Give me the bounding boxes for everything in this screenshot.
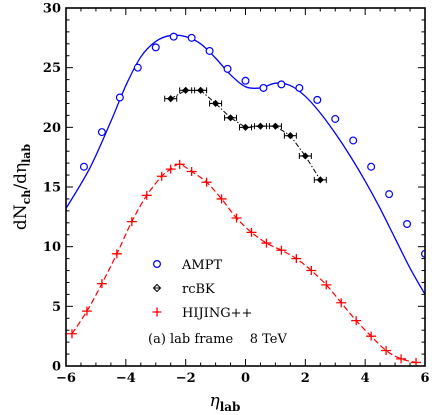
ampt-point	[331, 114, 340, 123]
ampt-point	[115, 93, 124, 102]
ampt-point	[97, 128, 106, 137]
hijing-point	[381, 345, 392, 355]
y-axis-title: dNch/dηlab	[11, 144, 33, 231]
ampt-point	[79, 162, 88, 171]
axes: −6 −4 −2 0 2 4 6 0 5 10 15 20 25 30	[43, 2, 430, 387]
x-tick-label: −6	[56, 371, 76, 386]
rcbk-point	[164, 95, 178, 103]
hijing-point	[96, 279, 107, 289]
y-tick-label: 10	[43, 240, 61, 255]
x-axis-title-sub: lab	[220, 400, 241, 414]
y-axis-title-main: dN	[11, 204, 31, 230]
ampt-point	[259, 83, 268, 92]
hijing-point	[246, 227, 257, 237]
hijing-point	[165, 164, 176, 174]
hijing-point	[306, 266, 317, 276]
y-tick-label: 30	[43, 2, 61, 17]
legend-label-rcbk: rcBK	[182, 282, 215, 297]
hijing-point	[201, 177, 212, 187]
ampt-point	[385, 190, 394, 199]
x-tick-label: −2	[176, 371, 196, 386]
ampt-point	[403, 219, 412, 228]
hijing-point	[351, 316, 362, 326]
hijing-point	[126, 217, 137, 227]
legend: AMPT rcBK HIJING++	[152, 258, 252, 321]
y-axis-title-mid: /dη	[11, 163, 31, 190]
hijing-point	[111, 249, 122, 259]
series-line-ampt	[66, 34, 425, 295]
rcbk-point	[224, 114, 238, 122]
x-tick-label: 4	[361, 371, 370, 386]
x-axis-title-main: η	[210, 391, 221, 411]
annotation: (a) lab frame 8 TeV	[148, 332, 287, 347]
x-axis-title: ηlab	[210, 391, 241, 414]
y-axis-title-sub2: lab	[20, 144, 33, 163]
rcbk-point	[268, 122, 282, 130]
ampt-point	[241, 76, 250, 85]
y-axis-title-sub1: ch	[20, 190, 33, 205]
hijing-point	[81, 306, 92, 316]
ampt-point	[421, 249, 425, 258]
x-tick-label: −4	[116, 371, 136, 386]
ampt-point	[223, 64, 232, 73]
ampt-point	[295, 83, 304, 92]
y-tick-label: 25	[43, 61, 61, 76]
hijing-point	[66, 329, 77, 339]
y-tick-label: 0	[52, 360, 61, 375]
ampt-point	[133, 63, 142, 72]
x-tick-label: 0	[241, 371, 250, 386]
y-tick-label: 20	[43, 121, 61, 136]
legend-label-hijing: HIJING++	[182, 306, 252, 321]
legend-marker-hijing	[152, 307, 162, 317]
y-tick-label: 5	[52, 300, 61, 315]
y-tick-label: 15	[43, 181, 61, 196]
rcbk-point	[283, 132, 297, 140]
hijing-point	[336, 298, 347, 308]
x-tick-label: 2	[301, 371, 310, 386]
ampt-point	[151, 43, 160, 52]
hijing-point	[261, 238, 272, 248]
rcbk-point	[194, 86, 208, 94]
hijing-point	[276, 245, 287, 255]
legend-label-ampt: AMPT	[181, 258, 222, 273]
hijing-point	[216, 194, 227, 204]
rcbk-point	[239, 123, 252, 131]
hijing-point	[396, 354, 407, 364]
ampt-point	[169, 32, 178, 41]
ampt-point	[205, 46, 214, 55]
plot-area	[66, 32, 425, 366]
y-axis-ticks: 0 5 10 15 20 25 30	[43, 2, 425, 375]
legend-marker-ampt	[153, 260, 162, 269]
series-layer	[66, 32, 425, 366]
hijing-point	[141, 190, 152, 200]
ampt-point	[187, 33, 196, 42]
hijing-point	[366, 331, 377, 341]
hijing-point	[156, 171, 167, 181]
rcbk-point	[313, 176, 327, 184]
rcbk-point	[179, 86, 193, 94]
series-line-rcbk	[170, 89, 321, 181]
hijing-point	[231, 213, 242, 223]
hijing-point	[321, 280, 332, 290]
ampt-point	[277, 80, 286, 89]
x-tick-label: 6	[420, 371, 429, 386]
ampt-point	[313, 95, 322, 104]
hijing-point	[291, 254, 302, 264]
ampt-point	[367, 162, 376, 171]
rcbk-point	[298, 152, 312, 160]
legend-marker-rcbk	[152, 283, 162, 293]
hijing-point	[174, 159, 185, 169]
x-axis-ticks: −6 −4 −2 0 2 4 6	[56, 8, 430, 386]
ampt-point	[349, 136, 358, 145]
rcbk-point	[209, 99, 223, 108]
rcbk-point	[253, 122, 267, 130]
hijing-point	[186, 166, 197, 176]
